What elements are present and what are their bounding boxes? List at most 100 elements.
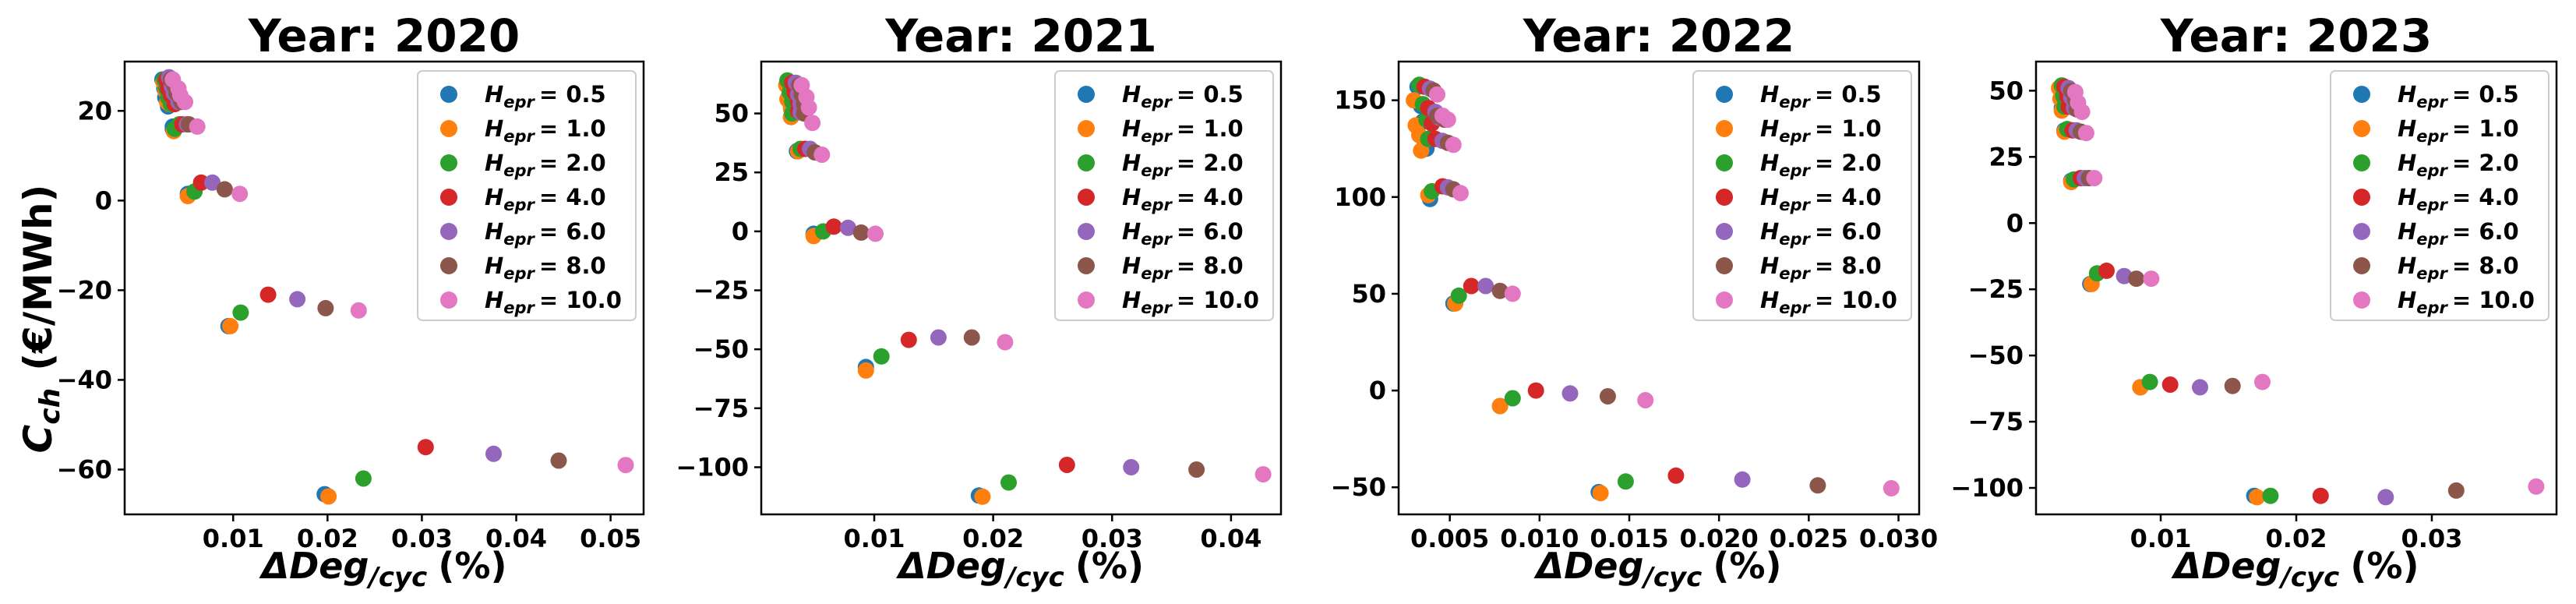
legend-marker xyxy=(1716,189,1733,206)
legend-entry-main: H xyxy=(2398,184,2416,210)
legend-entry-main: H xyxy=(485,253,503,279)
legend-marker xyxy=(1716,154,1733,171)
legend-marker xyxy=(1716,86,1733,103)
legend-marker xyxy=(440,86,457,103)
legend-marker xyxy=(2353,189,2370,206)
legend-entry-sub: epr xyxy=(503,230,535,249)
x-axis-label-sub: /cyc xyxy=(365,562,427,593)
legend-entry-value: = 2.0 xyxy=(1177,150,1244,176)
series-6 xyxy=(1429,86,1900,496)
x-tick-label: 0.03 xyxy=(391,524,453,553)
data-point xyxy=(2098,262,2115,279)
y-tick-label: 100 xyxy=(1334,182,1386,212)
legend-entry-sub: epr xyxy=(1779,298,1811,317)
data-point xyxy=(1504,390,1521,407)
legend-entry-main: H xyxy=(1760,253,1779,279)
legend-entry: Hepr = 1.0 xyxy=(1122,115,1244,146)
x-tick-label: 0.010 xyxy=(1500,524,1579,553)
legend-entry-main: H xyxy=(2398,81,2416,108)
plot-frame xyxy=(123,60,645,516)
legend-entry: Hepr = 0.5 xyxy=(1122,81,1244,111)
chart-title: Year: 2020 xyxy=(248,9,520,62)
y-tick-label: −50 xyxy=(1968,341,2024,370)
data-point xyxy=(1637,392,1654,408)
legend-entry-main: H xyxy=(1760,184,1779,210)
legend-entry: Hepr = 2.0 xyxy=(485,150,606,180)
legend-entry: Hepr = 8.0 xyxy=(2398,253,2519,283)
legend-entry-sub: epr xyxy=(2416,264,2448,283)
data-point xyxy=(1667,467,1685,484)
data-points xyxy=(1406,76,1900,502)
series-0 xyxy=(154,71,333,503)
legend-entry-sub: epr xyxy=(2416,196,2448,214)
legend-entry-value: = 8.0 xyxy=(539,253,606,279)
data-point xyxy=(1188,461,1205,478)
y-tick-label: 20 xyxy=(77,96,112,125)
chart-panel-3: Year: 2023 0.01 0.02 0.03 50 25 0 −25 −50 −75 −100… xyxy=(1950,9,2558,593)
legend-entry-value: = 2.0 xyxy=(1815,150,1882,176)
data-point xyxy=(231,185,249,203)
legend-marker xyxy=(1078,257,1095,274)
data-point xyxy=(177,94,193,111)
y-axis-label-sub: ch xyxy=(34,388,66,425)
data-point xyxy=(867,225,884,242)
legend-entry: Hepr = 6.0 xyxy=(1760,218,1882,249)
legend-entry-sub: epr xyxy=(1141,93,1173,111)
legend-entry-value: = 6.0 xyxy=(1177,218,1244,245)
legend-entry-value: = 10.0 xyxy=(1177,287,1259,313)
legend-entry-sub: epr xyxy=(1141,196,1173,214)
data-point xyxy=(350,302,367,319)
series-6 xyxy=(793,76,1272,483)
legend-entry-value: = 2.0 xyxy=(2452,150,2519,176)
x-axis-label-main: ΔDeg xyxy=(2171,545,2281,587)
series-1 xyxy=(155,73,337,505)
data-point xyxy=(216,181,233,198)
legend-entry-value: = 10.0 xyxy=(2452,287,2535,313)
data-point xyxy=(2254,373,2271,390)
x-tick-label: 0.02 xyxy=(962,524,1024,553)
legend-entry-sub: epr xyxy=(503,93,535,111)
legend-entry: Hepr = 1.0 xyxy=(485,115,606,146)
legend-entry-value: = 0.5 xyxy=(539,81,606,108)
data-point xyxy=(259,286,277,303)
legend-entry-main: H xyxy=(485,218,503,245)
legend-marker xyxy=(440,120,457,137)
legend-entry: Hepr = 10.0 xyxy=(1122,287,1259,317)
plot-frame xyxy=(760,60,1283,516)
series-3 xyxy=(2056,78,2329,504)
x-axis-label: ΔDeg/cyc (%) xyxy=(895,545,1144,593)
x-tick-label: 0.01 xyxy=(844,524,905,553)
legend-marker xyxy=(2353,291,2370,309)
legend-entry: Hepr = 6.0 xyxy=(485,218,606,249)
legend-entry-sub: epr xyxy=(1141,127,1173,146)
legend-entry-value: = 10.0 xyxy=(539,287,622,313)
series-6 xyxy=(164,71,634,474)
legend-entry: Hepr = 4.0 xyxy=(2398,184,2519,214)
legend-entry-value: = 2.0 xyxy=(539,150,606,176)
y-tick-label: −100 xyxy=(676,452,749,482)
data-point xyxy=(873,348,890,365)
data-point xyxy=(2086,170,2103,186)
data-point xyxy=(2128,270,2145,288)
legend-entry-main: H xyxy=(1760,115,1779,142)
data-point xyxy=(963,329,980,346)
data-point xyxy=(1491,397,1509,415)
legend-entry-main: H xyxy=(1760,81,1779,108)
data-point xyxy=(1883,480,1900,496)
data-point xyxy=(2377,489,2394,506)
legend-entry-value: = 6.0 xyxy=(539,218,606,245)
chart-title: Year: 2022 xyxy=(1523,9,1795,62)
legend-marker xyxy=(2353,86,2370,103)
legend-entry-main: H xyxy=(485,287,503,313)
series-3 xyxy=(784,74,1075,473)
legend-entry-value: = 1.0 xyxy=(1177,115,1244,142)
legend-entry: Hepr = 8.0 xyxy=(1760,253,1882,283)
legend-entry-main: H xyxy=(2398,218,2416,245)
data-point xyxy=(1463,277,1480,295)
legend-entry-value: = 4.0 xyxy=(1177,184,1244,210)
data-point xyxy=(800,99,817,116)
data-point xyxy=(1491,282,1509,299)
y-axis-label: Cch (€/MWh) xyxy=(16,185,66,454)
